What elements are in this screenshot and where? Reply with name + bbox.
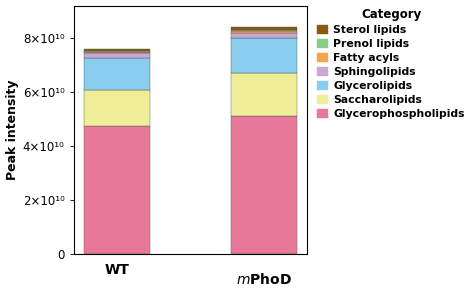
Bar <box>84 125 150 254</box>
Bar <box>231 116 297 254</box>
Bar <box>84 91 150 125</box>
Bar <box>231 38 297 73</box>
Bar <box>231 73 297 116</box>
Bar <box>231 26 297 30</box>
Text: $\it{m}$PhoD: $\it{m}$PhoD <box>236 272 292 287</box>
Bar <box>231 33 297 38</box>
Bar <box>84 58 150 91</box>
Y-axis label: Peak intensity: Peak intensity <box>6 79 18 180</box>
Bar <box>84 51 150 52</box>
Bar <box>84 53 150 58</box>
Bar <box>231 31 297 33</box>
Bar <box>231 30 297 31</box>
Legend: Sterol lipids, Prenol lipids, Fatty acyls, Sphingolipids, Glycerolipids, Sacchar: Sterol lipids, Prenol lipids, Fatty acyl… <box>315 6 467 122</box>
Bar <box>84 49 150 51</box>
Bar <box>84 52 150 53</box>
